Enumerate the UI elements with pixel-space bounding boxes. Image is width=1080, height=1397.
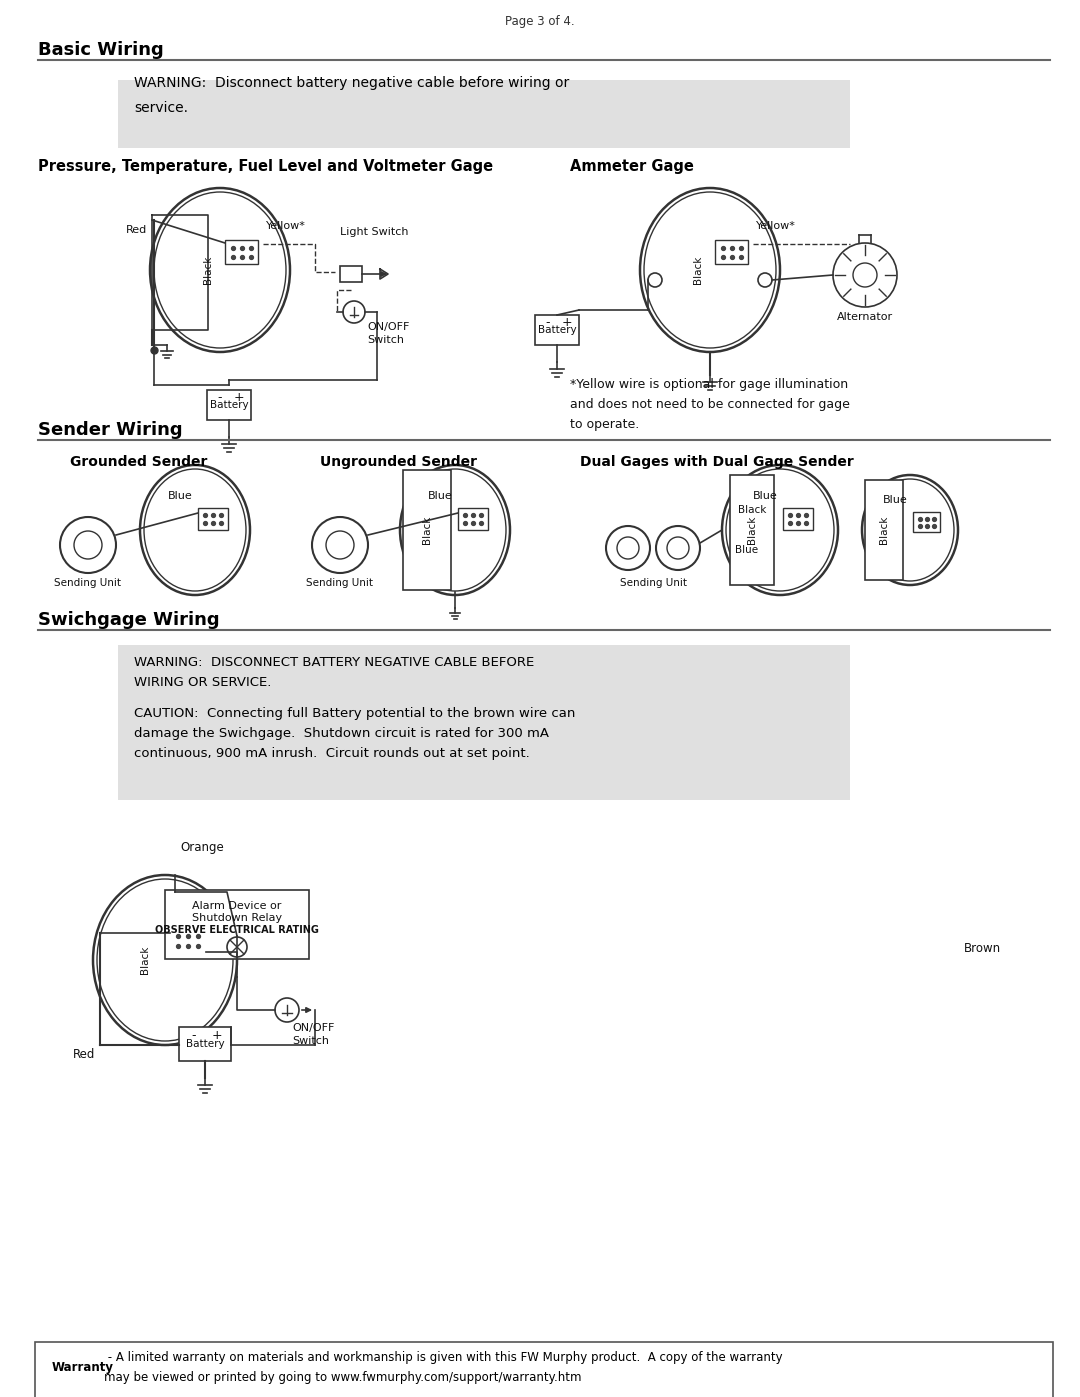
Text: Red: Red xyxy=(125,225,147,235)
Text: Pressure, Temperature, Fuel Level and Voltmeter Gage: Pressure, Temperature, Fuel Level and Vo… xyxy=(38,158,494,173)
FancyBboxPatch shape xyxy=(730,475,774,585)
Text: Brown: Brown xyxy=(964,943,1001,956)
Text: Sending Unit: Sending Unit xyxy=(307,578,374,588)
Text: Black: Black xyxy=(422,515,432,545)
FancyBboxPatch shape xyxy=(225,240,258,264)
Text: Shutdown Relay: Shutdown Relay xyxy=(192,914,282,923)
Text: +: + xyxy=(211,1030,221,1042)
FancyBboxPatch shape xyxy=(35,1343,1053,1397)
Text: CAUTION:  Connecting full Battery potential to the brown wire can: CAUTION: Connecting full Battery potenti… xyxy=(134,707,576,719)
Text: WIRING OR SERVICE.: WIRING OR SERVICE. xyxy=(134,676,271,690)
FancyBboxPatch shape xyxy=(118,80,850,148)
Text: Alarm Device or: Alarm Device or xyxy=(192,901,282,911)
Text: Blue: Blue xyxy=(429,490,453,502)
FancyBboxPatch shape xyxy=(715,240,748,264)
FancyBboxPatch shape xyxy=(179,1027,231,1060)
FancyBboxPatch shape xyxy=(783,509,813,529)
Text: Swichgage Wiring: Swichgage Wiring xyxy=(38,610,219,629)
Text: Page 3 of 4.: Page 3 of 4. xyxy=(505,15,575,28)
Text: ON/OFF: ON/OFF xyxy=(367,321,409,332)
Text: *Yellow wire is optional for gage illumination
and does not need to be connected: *Yellow wire is optional for gage illumi… xyxy=(570,379,850,432)
FancyBboxPatch shape xyxy=(865,481,903,580)
Text: Sending Unit: Sending Unit xyxy=(620,578,687,588)
Text: ON/OFF: ON/OFF xyxy=(292,1023,335,1032)
Text: Sending Unit: Sending Unit xyxy=(54,578,121,588)
Text: Black: Black xyxy=(879,515,889,545)
FancyBboxPatch shape xyxy=(198,509,228,529)
Text: -: - xyxy=(545,316,550,330)
FancyBboxPatch shape xyxy=(458,509,488,529)
Text: Sender Wiring: Sender Wiring xyxy=(38,420,183,439)
Text: -: - xyxy=(217,391,221,404)
Text: Black: Black xyxy=(203,256,213,284)
Text: +: + xyxy=(233,391,244,404)
Text: Alternator: Alternator xyxy=(837,312,893,321)
Text: Ammeter Gage: Ammeter Gage xyxy=(570,158,693,173)
Text: Switch: Switch xyxy=(367,335,404,345)
Text: Battery: Battery xyxy=(210,400,248,409)
Text: Black: Black xyxy=(693,256,703,284)
FancyBboxPatch shape xyxy=(340,265,362,282)
Text: Ungrounded Sender: Ungrounded Sender xyxy=(320,455,477,469)
FancyBboxPatch shape xyxy=(403,469,451,590)
Text: Yellow*: Yellow* xyxy=(756,221,796,231)
FancyBboxPatch shape xyxy=(535,314,579,345)
Text: Warranty: Warranty xyxy=(52,1361,114,1373)
FancyBboxPatch shape xyxy=(165,890,309,958)
Text: Dual Gages with Dual Gage Sender: Dual Gages with Dual Gage Sender xyxy=(580,455,854,469)
Text: Black: Black xyxy=(747,515,757,545)
Text: Red: Red xyxy=(72,1049,95,1062)
Text: Light Switch: Light Switch xyxy=(340,226,408,237)
Text: WARNING:  DISCONNECT BATTERY NEGATIVE CABLE BEFORE: WARNING: DISCONNECT BATTERY NEGATIVE CAB… xyxy=(134,657,535,669)
FancyBboxPatch shape xyxy=(118,645,850,800)
FancyBboxPatch shape xyxy=(207,390,251,420)
Text: Basic Wiring: Basic Wiring xyxy=(38,41,164,59)
Text: Black: Black xyxy=(738,504,766,515)
Text: Battery: Battery xyxy=(186,1039,225,1049)
Text: Blue: Blue xyxy=(753,490,778,502)
Text: - A limited warranty on materials and workmanship is given with this FW Murphy p: - A limited warranty on materials and wo… xyxy=(104,1351,783,1383)
Text: Blue: Blue xyxy=(168,490,193,502)
Text: damage the Swichgage.  Shutdown circuit is rated for 300 mA: damage the Swichgage. Shutdown circuit i… xyxy=(134,726,549,739)
FancyBboxPatch shape xyxy=(170,928,206,954)
Text: Black: Black xyxy=(140,946,150,974)
Text: OBSERVE ELECTRICAL RATING: OBSERVE ELECTRICAL RATING xyxy=(156,925,319,935)
Text: +: + xyxy=(562,316,572,330)
Text: Switch: Switch xyxy=(292,1037,329,1046)
Text: Yellow*: Yellow* xyxy=(266,221,306,231)
Text: Blue: Blue xyxy=(735,545,758,555)
Text: Battery: Battery xyxy=(538,326,577,335)
Text: continuous, 900 mA inrush.  Circuit rounds out at set point.: continuous, 900 mA inrush. Circuit round… xyxy=(134,746,530,760)
Text: Orange: Orange xyxy=(180,841,224,854)
Text: Grounded Sender: Grounded Sender xyxy=(70,455,207,469)
Text: -: - xyxy=(191,1030,195,1042)
FancyBboxPatch shape xyxy=(913,511,940,532)
Text: WARNING:  Disconnect battery negative cable before wiring or
service.: WARNING: Disconnect battery negative cab… xyxy=(134,77,569,116)
Text: Blue: Blue xyxy=(883,495,908,504)
